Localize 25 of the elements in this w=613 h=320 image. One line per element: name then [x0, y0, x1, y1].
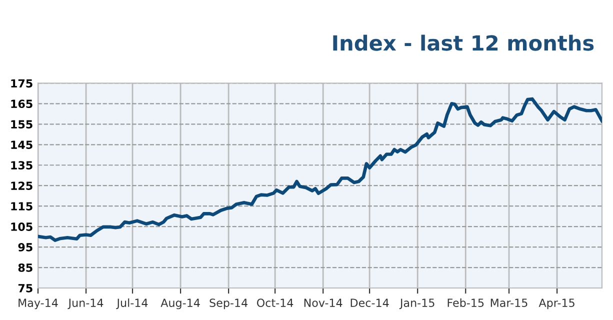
- x-tick-label: Nov-14: [304, 298, 342, 308]
- x-tick-label: May-14: [18, 298, 58, 310]
- x-tick-label: Jan-15: [399, 298, 434, 310]
- y-tick-label: 175: [11, 79, 32, 88]
- chart-title: Index - last 12 months: [333, 34, 594, 51]
- y-tick-label: 85: [18, 263, 32, 272]
- x-tick-label: Sep-14: [210, 298, 248, 310]
- x-tick-label: Apr-15: [538, 298, 574, 310]
- y-tick-label: 145: [11, 140, 32, 150]
- x-tick-label: Mar-15: [490, 298, 528, 308]
- y-tick-label: 105: [11, 222, 32, 231]
- x-tick-label: Dec-14: [350, 298, 389, 308]
- y-tick-label: 135: [11, 161, 32, 170]
- y-tick-label: 95: [18, 243, 32, 252]
- y-tick-label: 75: [18, 284, 32, 292]
- x-tick-label: Jun-14: [68, 298, 104, 310]
- line-series: [38, 97, 602, 242]
- y-tick-label: 165: [11, 100, 32, 108]
- x-tick-label: Jul-14: [116, 298, 148, 310]
- x-tick-label: Feb-15: [448, 298, 484, 308]
- x-tick-label: Oct-14: [257, 298, 294, 308]
- y-tick-label: 125: [11, 182, 32, 190]
- y-tick-label: 115: [11, 202, 32, 210]
- y-tick-label: 155: [11, 120, 32, 129]
- x-tick-label: Aug-14: [160, 298, 200, 310]
